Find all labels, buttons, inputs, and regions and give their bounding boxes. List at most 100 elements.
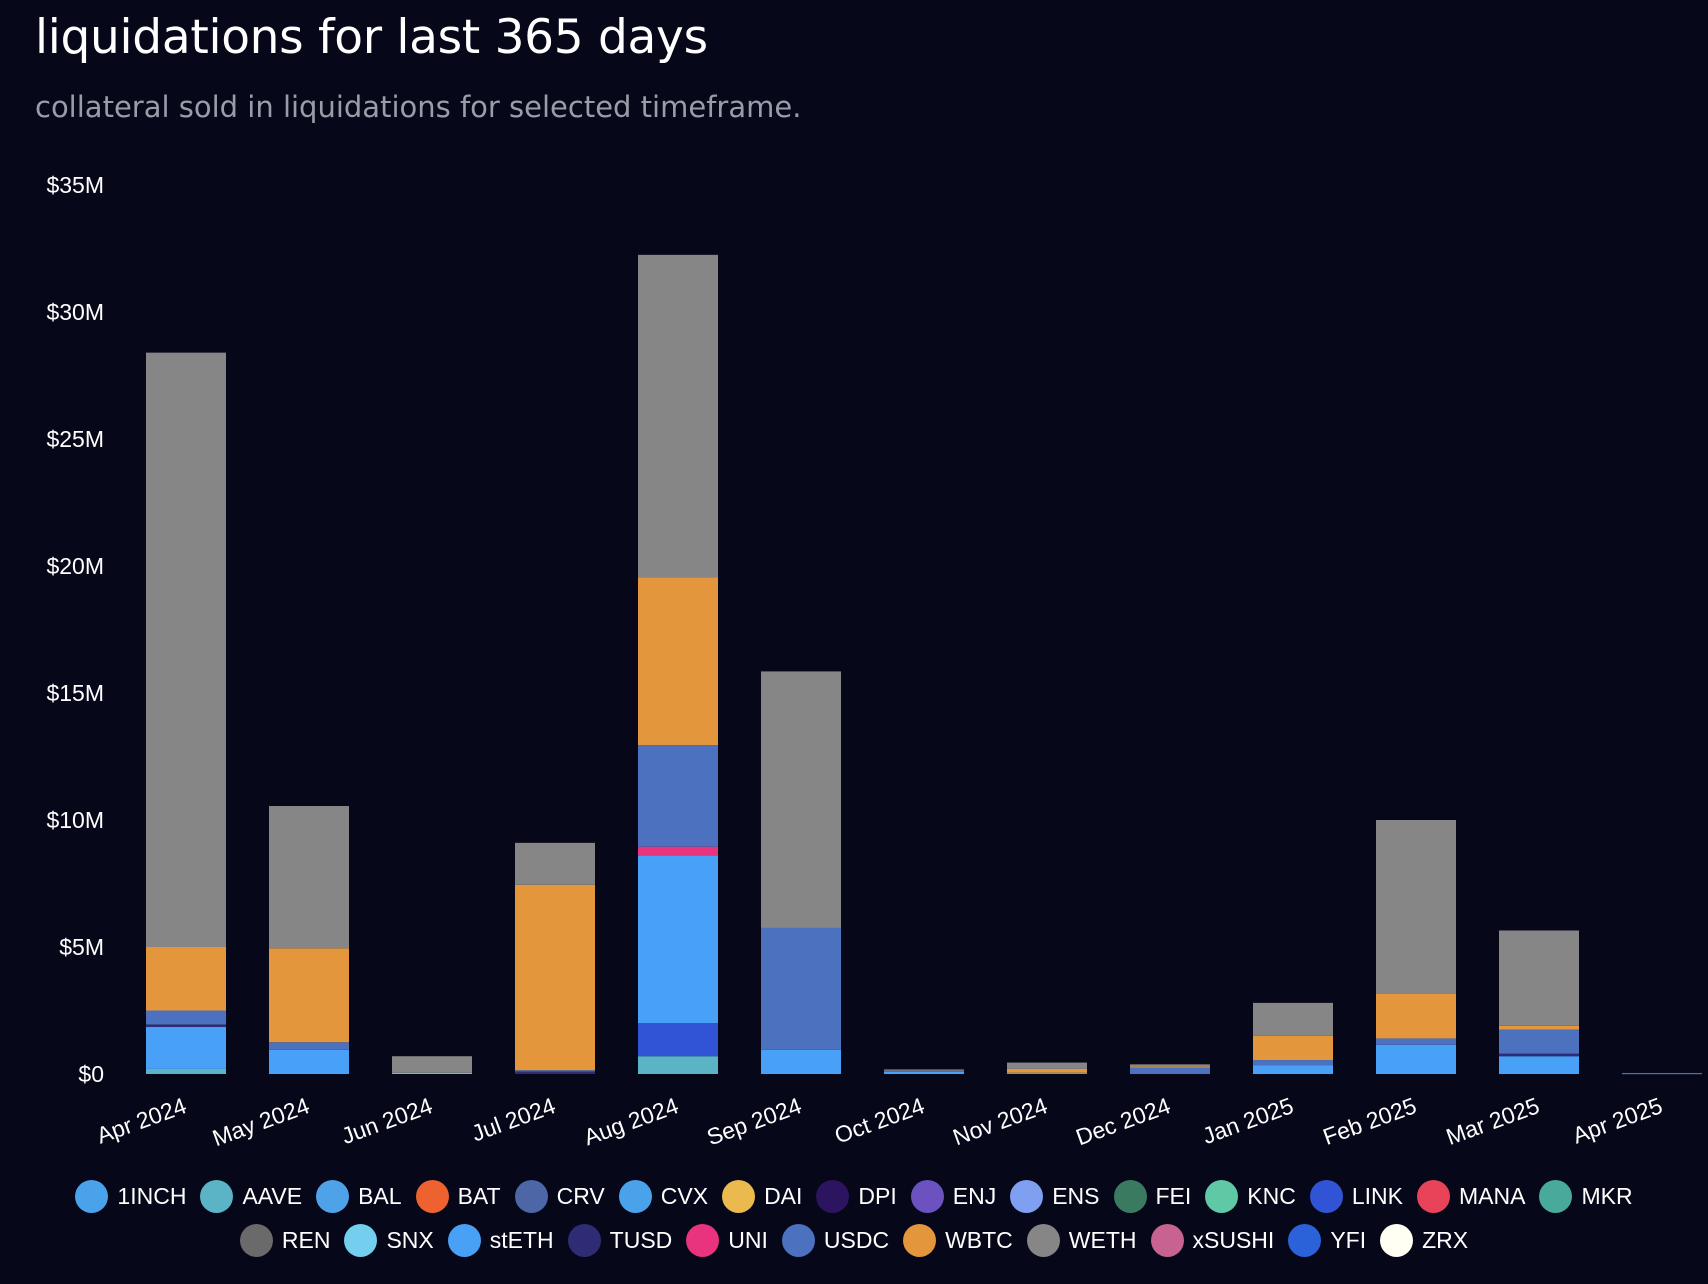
legend-label: SNX <box>386 1227 434 1253</box>
bar-segment[interactable] <box>1376 820 1456 994</box>
legend-item-zrx[interactable]: ZRX <box>1380 1224 1468 1257</box>
bar-segment[interactable] <box>638 577 718 746</box>
bar-segment[interactable] <box>638 1056 718 1074</box>
legend-item-cvx[interactable]: CVX <box>618 1180 708 1213</box>
bar-segment[interactable] <box>146 1024 226 1028</box>
legend-item-uni[interactable]: UNI <box>686 1224 768 1257</box>
bar-segment[interactable] <box>638 846 718 856</box>
bar-segment[interactable] <box>146 352 226 947</box>
bar-segment[interactable] <box>1499 1025 1579 1030</box>
legend-item-ens[interactable]: ENS <box>1010 1180 1100 1213</box>
legend-swatch <box>686 1224 720 1257</box>
bar-segment[interactable] <box>1499 1056 1579 1074</box>
bar-segment[interactable] <box>884 1071 964 1074</box>
legend-item-yfi[interactable]: YFI <box>1288 1224 1366 1257</box>
legend-swatch <box>344 1224 378 1257</box>
bar-segment[interactable] <box>1499 1053 1579 1057</box>
legend-item-mkr[interactable]: MKR <box>1539 1180 1633 1213</box>
bar-segment[interactable] <box>1376 1044 1456 1074</box>
legend-swatch <box>781 1224 815 1257</box>
legend-item-steth[interactable]: stETH <box>447 1224 554 1257</box>
legend-item-usdc[interactable]: USDC <box>781 1224 890 1257</box>
x-tick-label: Oct 2024 <box>831 1092 928 1148</box>
x-tick-label: Mar 2025 <box>1443 1092 1543 1150</box>
x-tick-label: Apr 2025 <box>1569 1092 1666 1148</box>
legend-item-crv[interactable]: CRV <box>514 1180 605 1213</box>
bar-segment[interactable] <box>638 855 718 1024</box>
legend-label: WBTC <box>945 1227 1013 1253</box>
legend-item-wbtc[interactable]: WBTC <box>903 1224 1013 1257</box>
legend-item-mana[interactable]: MANA <box>1416 1180 1525 1213</box>
bar-segment[interactable] <box>1253 1002 1333 1036</box>
bar-segment[interactable] <box>392 1072 472 1074</box>
bar-segment[interactable] <box>1130 1064 1210 1067</box>
bar-segment[interactable] <box>269 1049 349 1074</box>
legend-label: USDC <box>823 1227 890 1253</box>
bar-segment[interactable] <box>1130 1067 1210 1074</box>
legend-label: ENJ <box>952 1183 997 1209</box>
legend-swatch <box>75 1180 109 1213</box>
legend-label: CRV <box>556 1183 605 1209</box>
legend-label: 1INCH <box>117 1183 187 1209</box>
bar-segment[interactable] <box>269 806 349 949</box>
bar-segment[interactable] <box>638 1023 718 1057</box>
bar-segment[interactable] <box>1253 1060 1333 1066</box>
legend-swatch <box>1150 1224 1184 1257</box>
legend-item-ren[interactable]: REN <box>239 1224 330 1257</box>
bar-segment[interactable] <box>392 1056 472 1073</box>
legend-item-enj[interactable]: ENJ <box>910 1180 997 1213</box>
legend-swatch <box>1288 1224 1322 1257</box>
bar-segment[interactable] <box>761 1049 841 1074</box>
bar-segment[interactable] <box>146 1068 226 1074</box>
bar-segment[interactable] <box>1499 930 1579 1026</box>
bar-segment[interactable] <box>884 1070 964 1072</box>
legend-swatch <box>200 1180 234 1213</box>
legend-item-bal[interactable]: BAL <box>316 1180 402 1213</box>
legend-item-aave[interactable]: AAVE <box>200 1180 302 1213</box>
legend-swatch <box>316 1180 350 1213</box>
x-tick-label: Apr 2024 <box>93 1092 190 1148</box>
bar-segment[interactable] <box>1376 1038 1456 1045</box>
bar-segment[interactable] <box>515 884 595 1071</box>
bar-segment[interactable] <box>146 947 226 1011</box>
bar-segment[interactable] <box>1253 1035 1333 1061</box>
bar-segment[interactable] <box>761 927 841 1050</box>
legend-item-1inch[interactable]: 1INCH <box>75 1180 186 1213</box>
bar-segment[interactable] <box>1376 993 1456 1039</box>
legend-item-bat[interactable]: BAT <box>415 1180 501 1213</box>
x-tick-label: Aug 2024 <box>580 1092 682 1150</box>
bar-segment[interactable] <box>1499 1029 1579 1054</box>
bar-segment[interactable] <box>515 842 595 885</box>
legend-swatch <box>1010 1180 1044 1213</box>
bar-segment[interactable] <box>269 948 349 1043</box>
legend-item-knc[interactable]: KNC <box>1205 1180 1296 1213</box>
bar-segment[interactable] <box>515 1070 595 1072</box>
y-tick-label: $35M <box>46 172 104 198</box>
x-tick-label: Jan 2025 <box>1199 1092 1297 1149</box>
legend-item-dpi[interactable]: DPI <box>816 1180 897 1213</box>
bar-segment[interactable] <box>638 745 718 847</box>
legend-item-tusd[interactable]: TUSD <box>567 1224 672 1257</box>
bar-segment[interactable] <box>515 1071 595 1074</box>
bar-segment[interactable] <box>1007 1072 1087 1074</box>
legend-item-link[interactable]: LINK <box>1309 1180 1403 1213</box>
bar-segment[interactable] <box>269 1042 349 1050</box>
bar-segment[interactable] <box>884 1069 964 1071</box>
bar-segment[interactable] <box>1622 1072 1702 1075</box>
legend-item-snx[interactable]: SNX <box>344 1224 434 1257</box>
legend-item-dai[interactable]: DAI <box>722 1180 802 1213</box>
y-tick-label: $25M <box>46 426 104 452</box>
legend-item-fei[interactable]: FEI <box>1113 1180 1191 1213</box>
legend-swatch <box>447 1224 481 1257</box>
bar-segment[interactable] <box>1007 1062 1087 1069</box>
bar-segment[interactable] <box>1007 1068 1087 1073</box>
bar-segment[interactable] <box>1253 1065 1333 1074</box>
bar-segment[interactable] <box>638 254 718 578</box>
bar-segment[interactable] <box>761 671 841 928</box>
bar-segment[interactable] <box>1130 1066 1210 1068</box>
bar-segment[interactable] <box>146 1027 226 1069</box>
legend-item-weth[interactable]: WETH <box>1026 1224 1137 1257</box>
bar-segment[interactable] <box>146 1010 226 1025</box>
legend-item-xsushi[interactable]: xSUSHI <box>1150 1224 1274 1257</box>
legend-label: UNI <box>728 1227 768 1253</box>
